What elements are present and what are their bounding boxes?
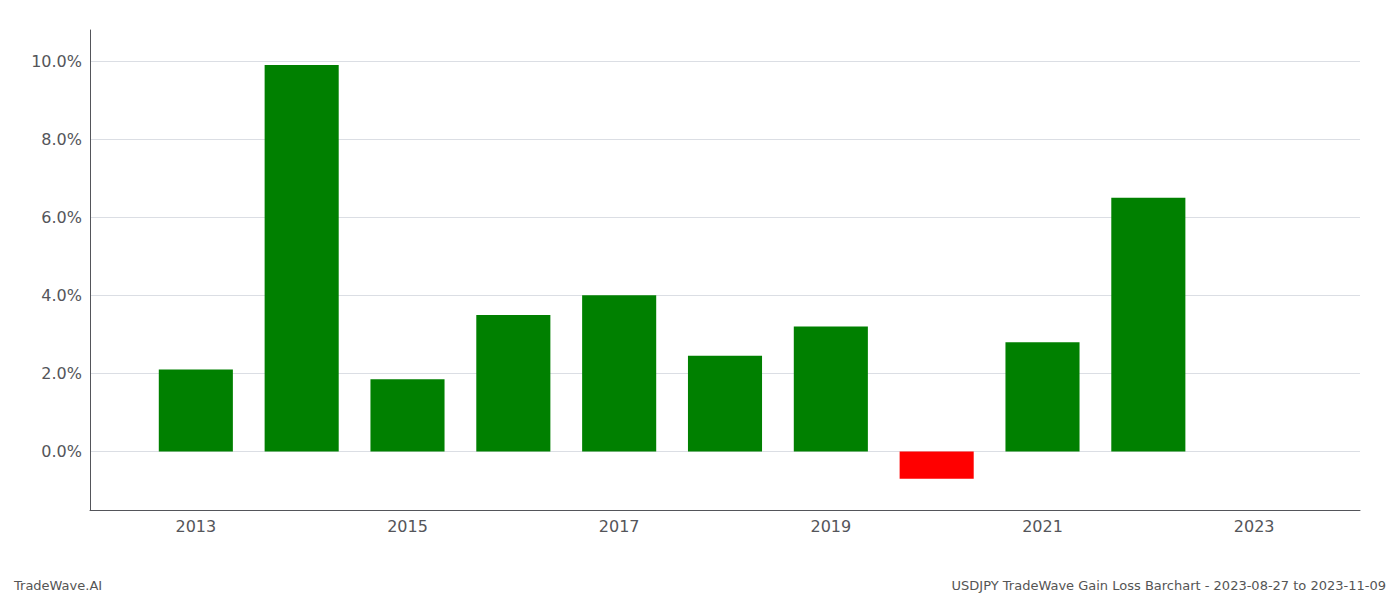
svg-text:8.0%: 8.0%	[41, 130, 82, 149]
svg-text:4.0%: 4.0%	[41, 286, 82, 305]
svg-text:2019: 2019	[810, 517, 851, 536]
svg-text:2015: 2015	[387, 517, 428, 536]
svg-text:6.0%: 6.0%	[41, 208, 82, 227]
svg-text:2021: 2021	[1022, 517, 1063, 536]
svg-text:2013: 2013	[175, 517, 216, 536]
svg-text:10.0%: 10.0%	[31, 52, 82, 71]
svg-text:TradeWave.AI: TradeWave.AI	[13, 578, 102, 593]
svg-text:2.0%: 2.0%	[41, 364, 82, 383]
svg-text:0.0%: 0.0%	[41, 442, 82, 461]
svg-text:2023: 2023	[1234, 517, 1275, 536]
svg-text:USDJPY TradeWave Gain Loss Bar: USDJPY TradeWave Gain Loss Barchart - 20…	[952, 578, 1386, 593]
svg-text:2017: 2017	[599, 517, 640, 536]
